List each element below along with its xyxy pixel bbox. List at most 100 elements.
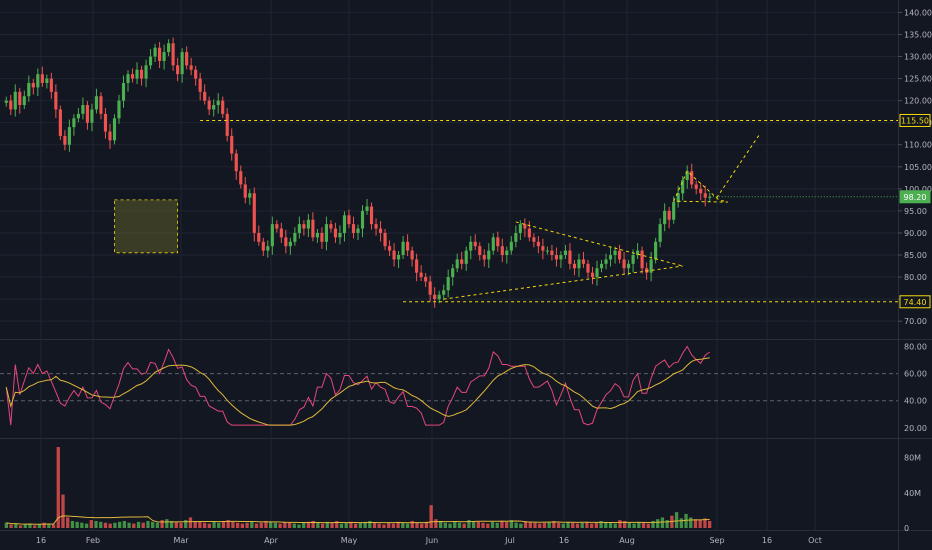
wedge-lower-line bbox=[443, 265, 683, 300]
candle-body bbox=[631, 255, 635, 264]
drawing-annotations bbox=[114, 119, 898, 303]
volume-bar bbox=[689, 517, 693, 528]
price-tick-label: 100.00 bbox=[904, 185, 932, 194]
volume-bar bbox=[523, 520, 528, 528]
candle-body bbox=[108, 131, 112, 141]
candle-body bbox=[284, 237, 288, 247]
volume-bar bbox=[84, 523, 89, 528]
volume-bar bbox=[165, 519, 169, 528]
rsi-tick-label: 60.00 bbox=[904, 370, 927, 379]
volume-bar bbox=[292, 523, 296, 528]
volume-bar bbox=[311, 520, 315, 528]
volume-bar bbox=[613, 523, 617, 528]
volume-bar bbox=[490, 521, 495, 528]
volume-bar bbox=[235, 522, 240, 528]
candle-body bbox=[243, 184, 247, 198]
candle-body bbox=[455, 259, 459, 269]
volume-bar bbox=[283, 521, 287, 528]
volume-bar bbox=[641, 522, 646, 528]
volume-bar bbox=[18, 525, 23, 528]
price-tick-label: 105.00 bbox=[904, 163, 932, 172]
candle-body bbox=[392, 250, 396, 260]
volume-bar bbox=[23, 524, 27, 528]
flag-triangle bbox=[673, 170, 728, 203]
volume-panel[interactable] bbox=[4, 447, 712, 528]
volume-bar bbox=[226, 520, 230, 528]
volume-bar bbox=[514, 522, 518, 528]
rsi-tick-label: 20.00 bbox=[904, 424, 927, 433]
volume-bar bbox=[698, 520, 702, 528]
volume-bar bbox=[443, 522, 447, 528]
candle-body bbox=[356, 228, 360, 233]
volume-bar bbox=[358, 522, 363, 528]
volume-bar bbox=[108, 523, 112, 528]
price-label-badge bbox=[899, 113, 931, 127]
candle-body bbox=[130, 74, 135, 79]
volume-bar bbox=[438, 520, 443, 528]
candle-body bbox=[288, 241, 292, 247]
volume-bar bbox=[127, 522, 131, 528]
price-panel[interactable] bbox=[4, 37, 712, 308]
candle-body bbox=[230, 135, 234, 154]
candle-body bbox=[424, 277, 428, 282]
volume-bar bbox=[632, 523, 636, 528]
candle-body bbox=[681, 180, 685, 194]
volume-bar bbox=[594, 522, 599, 528]
rsi-panel[interactable] bbox=[0, 345, 898, 426]
volume-bar bbox=[320, 523, 325, 528]
volume-bar bbox=[269, 521, 273, 528]
candle-body bbox=[536, 241, 540, 247]
candle-body bbox=[374, 224, 378, 229]
time-tick-label: May bbox=[341, 536, 358, 545]
volume-bar bbox=[221, 520, 226, 528]
volume-bar bbox=[500, 520, 504, 528]
volume-bar bbox=[42, 522, 46, 528]
price-tick-label: 80.00 bbox=[904, 273, 927, 282]
candle-body bbox=[645, 268, 649, 273]
candle-body bbox=[279, 228, 283, 238]
volume-bar bbox=[495, 522, 499, 528]
axes: 140.00135.00130.00125.00120.00115.00110.… bbox=[36, 8, 932, 545]
candle-body bbox=[608, 255, 613, 260]
wedge-upper-line bbox=[515, 221, 683, 267]
volume-bar bbox=[580, 522, 584, 528]
volume-bar bbox=[471, 520, 476, 528]
candle-body bbox=[550, 250, 554, 256]
candle-body bbox=[194, 69, 198, 79]
time-tick-label: 16 bbox=[559, 536, 569, 545]
volume-bar bbox=[103, 522, 108, 528]
candle-body bbox=[297, 224, 301, 233]
candle-body bbox=[248, 193, 252, 198]
volume-bar bbox=[599, 520, 603, 528]
volume-bar bbox=[589, 523, 594, 528]
rsi-tick-label: 40.00 bbox=[904, 397, 927, 406]
volume-bar bbox=[660, 517, 665, 528]
candle-body bbox=[4, 100, 8, 103]
candle-body bbox=[76, 113, 80, 119]
time-tick-label: Jul bbox=[504, 536, 515, 545]
volume-bar bbox=[70, 520, 75, 528]
price-label-badge-text: 74.40 bbox=[904, 298, 927, 307]
candle-body bbox=[604, 259, 608, 264]
candle-body bbox=[667, 210, 671, 220]
volume-bar bbox=[679, 518, 683, 528]
candle-body bbox=[572, 263, 577, 269]
volume-bar bbox=[202, 522, 207, 528]
candle-body bbox=[13, 91, 17, 110]
candle-body bbox=[176, 65, 180, 75]
volume-bar bbox=[505, 521, 509, 528]
price-tick-label: 125.00 bbox=[904, 75, 932, 84]
candle-body bbox=[451, 268, 455, 278]
volume-bar bbox=[151, 521, 155, 528]
volume-bar bbox=[556, 522, 561, 528]
rsi-tick-label: 80.00 bbox=[904, 342, 927, 351]
candle-body bbox=[234, 153, 238, 172]
candle-body bbox=[541, 246, 545, 251]
volume-bar bbox=[429, 505, 433, 528]
volume-bar bbox=[132, 523, 136, 528]
candle-body bbox=[333, 228, 338, 238]
candle-body bbox=[27, 82, 31, 97]
volume-ma-line bbox=[6, 515, 710, 525]
volume-bar bbox=[207, 523, 211, 528]
